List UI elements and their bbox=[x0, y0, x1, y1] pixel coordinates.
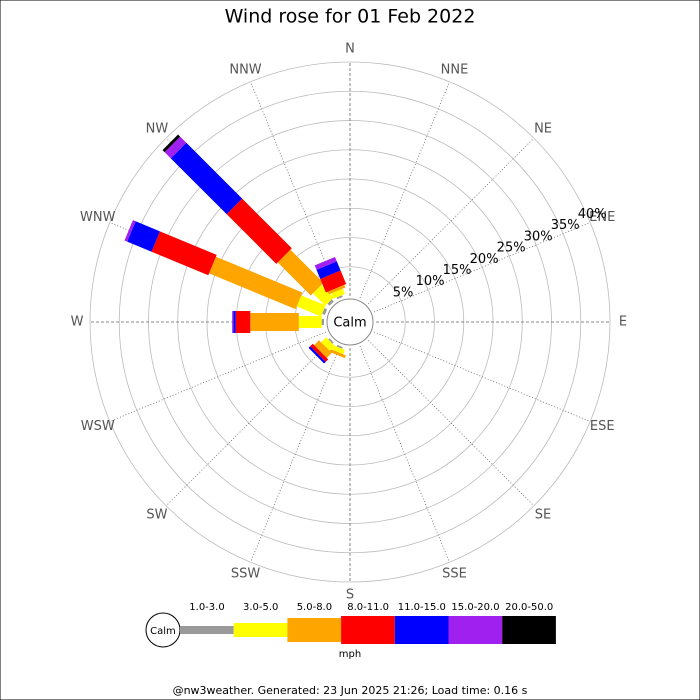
legend-label: 11.0-15.0 bbox=[398, 602, 446, 613]
r-tick-label: 40% bbox=[578, 207, 607, 222]
bar-segment bbox=[314, 340, 332, 358]
calm-circle bbox=[326, 298, 374, 346]
direction-label: ENE bbox=[589, 210, 615, 225]
legend-swatch bbox=[448, 616, 503, 644]
bar-segment bbox=[226, 198, 292, 264]
bar-segment bbox=[327, 299, 334, 306]
grid-ring bbox=[89, 61, 611, 583]
direction-label: ESE bbox=[590, 419, 615, 434]
bar-segment bbox=[321, 337, 335, 351]
direction-label: SE bbox=[535, 508, 551, 523]
chart-title: Wind rose for 01 Feb 2022 bbox=[225, 6, 476, 28]
legend-calm-label: Calm bbox=[150, 626, 176, 637]
direction-label: NNW bbox=[229, 62, 261, 77]
r-tick-label: 35% bbox=[551, 218, 580, 233]
bar-segment bbox=[314, 257, 337, 270]
bar-segment bbox=[316, 261, 341, 279]
grid-ring bbox=[118, 90, 582, 554]
legend-unit: mph bbox=[339, 649, 361, 660]
r-tick-label: 10% bbox=[416, 274, 445, 289]
legend-label: 8.0-11.0 bbox=[347, 602, 389, 613]
spoke bbox=[109, 331, 327, 422]
bar-segment bbox=[162, 134, 181, 153]
r-tick-label: 5% bbox=[393, 285, 414, 300]
direction-label: E bbox=[619, 315, 627, 330]
direction-label: WSW bbox=[81, 419, 115, 434]
legend-label: 1.0-3.0 bbox=[189, 602, 224, 613]
spoke bbox=[368, 340, 535, 507]
direction-label: SW bbox=[146, 508, 167, 523]
bar-segment bbox=[312, 284, 334, 306]
bar-segment bbox=[322, 308, 328, 315]
legend-swatch bbox=[180, 626, 234, 634]
spoke bbox=[359, 81, 450, 299]
calm-label: Calm bbox=[333, 316, 366, 331]
direction-label: NNE bbox=[441, 62, 469, 77]
bar-segment bbox=[164, 136, 187, 159]
direction-label: NE bbox=[534, 121, 552, 136]
direction-label: SSW bbox=[231, 567, 261, 582]
bar-segment bbox=[331, 288, 345, 299]
bar-segment bbox=[308, 346, 326, 364]
spoke bbox=[373, 331, 591, 422]
legend-swatch bbox=[341, 616, 395, 644]
bar-segment bbox=[310, 343, 329, 362]
spoke bbox=[165, 340, 332, 507]
bar-segment bbox=[127, 221, 160, 252]
bar-segment bbox=[328, 338, 334, 344]
legend-label: 5.0-8.0 bbox=[297, 602, 332, 613]
direction-label: WNW bbox=[80, 210, 116, 225]
spoke bbox=[368, 137, 535, 304]
r-tick-label: 15% bbox=[443, 263, 472, 278]
legend-swatch bbox=[287, 618, 342, 642]
legend-label: 3.0-5.0 bbox=[243, 602, 278, 613]
direction-label: NW bbox=[146, 121, 169, 136]
footer: @nw3weather. Generated: 23 Jun 2025 21:2… bbox=[173, 684, 528, 697]
legend-swatch bbox=[233, 623, 288, 637]
direction-label: SSE bbox=[442, 567, 467, 582]
bar-segment bbox=[170, 142, 243, 215]
bar-segment bbox=[336, 344, 343, 349]
legend-swatch bbox=[394, 616, 449, 644]
bar-segment bbox=[328, 348, 346, 359]
r-tick-label: 25% bbox=[497, 241, 526, 256]
bar-segment bbox=[332, 345, 345, 355]
bar-segment bbox=[296, 295, 326, 317]
spoke bbox=[373, 222, 591, 313]
legend-label: 15.0-20.0 bbox=[451, 602, 499, 613]
legend-swatch bbox=[502, 616, 556, 644]
bar-segment bbox=[336, 295, 343, 300]
bar-segment bbox=[209, 256, 303, 310]
legend-label: 20.0-50.0 bbox=[505, 602, 553, 613]
spoke bbox=[250, 345, 341, 563]
bar-segment bbox=[277, 249, 324, 296]
spoke bbox=[359, 345, 450, 563]
bar-segment bbox=[327, 284, 346, 295]
direction-label: N bbox=[345, 42, 355, 57]
bar-segment bbox=[124, 220, 136, 242]
r-tick-label: 30% bbox=[524, 229, 553, 244]
r-tick-label: 20% bbox=[470, 252, 499, 267]
bar-segment bbox=[151, 231, 217, 276]
direction-label: S bbox=[346, 588, 354, 603]
direction-label: W bbox=[71, 315, 84, 330]
bar-segment bbox=[320, 270, 347, 293]
